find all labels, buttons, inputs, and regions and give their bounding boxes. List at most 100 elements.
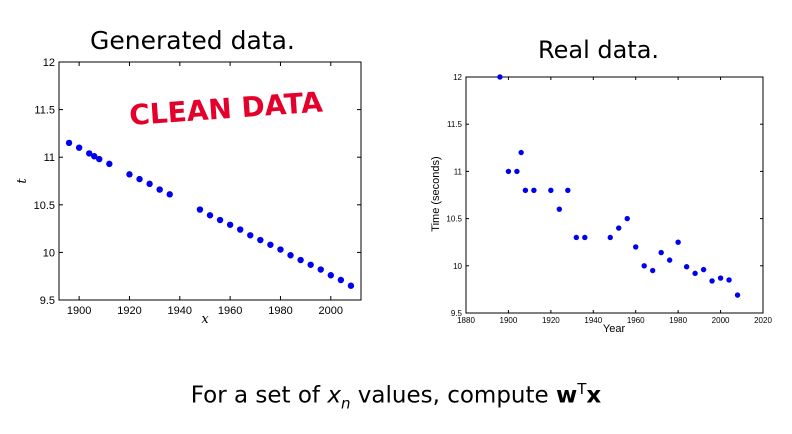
- right-data-point: [556, 206, 563, 212]
- right-x-tick-label: 1920: [542, 316, 560, 325]
- right-x-tick-label: 1980: [669, 316, 687, 325]
- right-y-tick-label: 12: [453, 73, 462, 82]
- left-y-tick-label: 11.5: [34, 105, 55, 117]
- left-data-point: [75, 144, 83, 151]
- right-data-point: [616, 225, 622, 231]
- left-data-point: [226, 221, 234, 228]
- left-data-point: [106, 160, 113, 168]
- left-y-tick-label: 9.5: [40, 295, 55, 307]
- right-x-tick-label: 1880: [457, 316, 475, 325]
- right-x-tick-label: 1960: [627, 316, 645, 325]
- right-data-point: [573, 234, 580, 241]
- right-data-point: [717, 275, 724, 281]
- right-y-axis-label: Time (seconds): [430, 156, 442, 231]
- caption-vector-w: w: [556, 382, 578, 409]
- right-chart-title: Real data.: [538, 36, 660, 64]
- right-data-point: [565, 187, 571, 193]
- left-x-tick-label: 1900: [67, 305, 91, 317]
- right-data-point: [734, 292, 741, 298]
- right-data-point: [582, 234, 588, 241]
- left-data-point: [96, 155, 103, 163]
- left-data-point: [146, 180, 153, 188]
- left-x-tick-label: 1980: [268, 305, 292, 317]
- right-data-point: [548, 187, 554, 193]
- left-x-tick-label: 1960: [218, 305, 242, 317]
- left-x-tick-label: 1940: [168, 305, 192, 317]
- right-data-point: [709, 278, 715, 284]
- right-x-ticks: 1880 1900 1920 1940 1960 1980 2000 2020: [457, 77, 772, 325]
- left-y-ticks: 9.5 10 10.5 11 11.5 12: [34, 57, 361, 307]
- left-data-point: [136, 175, 143, 183]
- left-y-tick-label: 10.5: [34, 200, 55, 212]
- left-data-point: [196, 206, 204, 213]
- caption: For a set of xn values, compute wTx: [0, 380, 792, 412]
- left-y-tick-label: 12: [43, 57, 55, 69]
- right-data-point: [675, 239, 681, 245]
- right-data-point: [514, 168, 520, 175]
- right-data-point: [726, 277, 732, 283]
- left-data-point: [277, 246, 284, 253]
- right-y-tick-label: 10.5: [446, 215, 462, 224]
- right-data-point: [531, 187, 537, 193]
- clean-data-annotation: CLEAN DATA: [128, 86, 324, 132]
- left-y-axis-label: t: [15, 178, 30, 184]
- right-data-point: [497, 74, 503, 80]
- left-data-points: [65, 139, 355, 289]
- left-x-ticks: 1900 1920 1940 1960 1980 2000: [67, 62, 343, 317]
- right-data-point: [641, 263, 647, 269]
- right-data-points: [497, 74, 741, 298]
- right-y-tick-label: 9.5: [451, 309, 463, 318]
- right-data-point: [518, 149, 524, 156]
- left-chart-title: Generated data.: [90, 26, 295, 55]
- right-data-point: [624, 215, 630, 222]
- left-data-point: [267, 241, 274, 248]
- right-data-point: [700, 266, 707, 273]
- right-plot-frame: [465, 76, 764, 314]
- right-y-tick-label: 10: [453, 262, 462, 271]
- caption-vector-x: x: [586, 382, 602, 409]
- right-x-tick-label: 1900: [500, 316, 518, 325]
- right-data-point: [692, 270, 698, 277]
- left-data-point: [65, 139, 73, 147]
- right-data-point: [649, 267, 656, 274]
- left-data-point: [237, 226, 244, 233]
- right-x-tick-label: 1940: [584, 316, 602, 325]
- left-x-tick-label: 1920: [117, 305, 141, 317]
- left-data-point: [317, 266, 324, 273]
- left-data-point: [166, 191, 173, 198]
- right-data-point: [666, 257, 673, 263]
- left-x-axis-label: x: [201, 312, 209, 327]
- left-data-point: [297, 256, 304, 264]
- left-data-point: [156, 186, 163, 193]
- right-x-tick-label: 2020: [754, 316, 772, 325]
- right-y-ticks: 9.5 10 10.5 11 11.5 12: [446, 73, 763, 318]
- caption-middle: values, compute: [350, 382, 556, 409]
- left-data-point: [86, 150, 93, 157]
- left-data-point: [206, 212, 214, 219]
- left-data-point: [307, 261, 314, 268]
- left-data-point: [126, 171, 133, 178]
- right-data-point: [607, 234, 613, 241]
- caption-var-x: x: [327, 382, 341, 409]
- caption-prefix: For a set of: [190, 382, 328, 409]
- left-data-point: [327, 272, 334, 279]
- left-y-tick-label: 10: [43, 247, 55, 259]
- left-data-point: [91, 153, 98, 160]
- left-data-point: [347, 282, 355, 289]
- caption-subscript: n: [340, 394, 351, 413]
- right-y-tick-label: 11.5: [447, 120, 463, 129]
- left-data-point: [216, 216, 224, 224]
- left-data-point: [287, 252, 294, 259]
- left-data-point: [247, 232, 254, 239]
- left-data-point: [337, 276, 345, 284]
- right-data-point: [633, 244, 639, 250]
- caption-superscript: T: [577, 380, 587, 398]
- right-x-axis-label: Year: [603, 323, 626, 335]
- right-data-point: [522, 187, 529, 193]
- left-x-tick-label: 2000: [319, 305, 343, 317]
- right-data-point: [683, 264, 690, 270]
- right-data-point: [658, 249, 664, 256]
- right-data-point: [505, 168, 512, 175]
- right-x-tick-label: 2000: [712, 316, 730, 325]
